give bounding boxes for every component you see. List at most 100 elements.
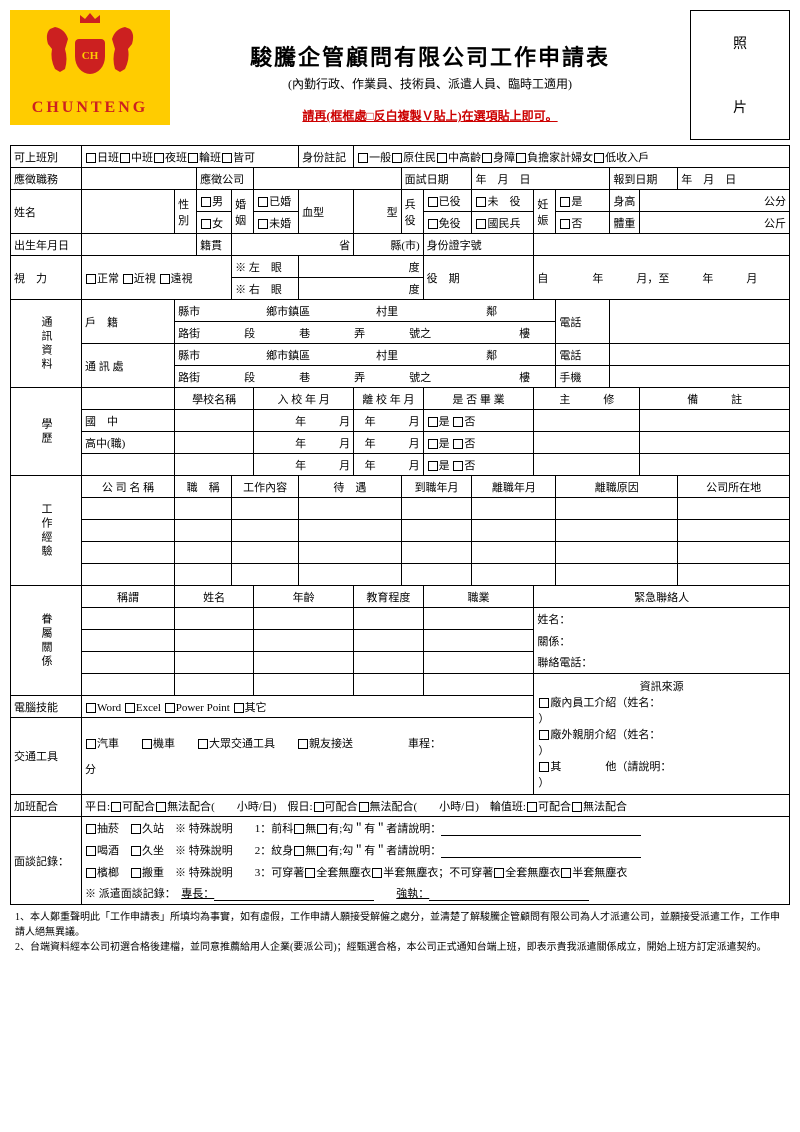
- pc-opts[interactable]: Word Excel Power Point 其它: [82, 696, 534, 718]
- height-input[interactable]: 公分: [640, 190, 790, 212]
- emergency-phone[interactable]: 聯絡電話：: [534, 652, 790, 674]
- mil-3[interactable]: 免役: [423, 212, 472, 234]
- addr-contact-label: 通 訊 處: [82, 344, 175, 388]
- vision-right-deg[interactable]: 度: [299, 278, 424, 300]
- addr-phone2-label: 電話: [556, 344, 610, 366]
- blood-label: 血型: [299, 190, 354, 234]
- family-name-h: 姓名: [175, 586, 254, 608]
- weight-label: 體重: [610, 212, 640, 234]
- county-input[interactable]: 縣(市): [354, 234, 424, 256]
- pregnant-label: 妊娠: [534, 190, 556, 234]
- birth-input[interactable]: [82, 234, 197, 256]
- horse-left-icon: [40, 24, 75, 74]
- marriage-single[interactable]: 未婚: [254, 212, 299, 234]
- family-job-h: 職業: [423, 586, 534, 608]
- prov-input[interactable]: 省: [232, 234, 354, 256]
- interview-r3[interactable]: 檳榔 搬重 ※ 特殊說明 3：可穿著全套無塵衣半套無塵衣；不可穿著全套無塵衣半套…: [82, 861, 790, 883]
- edu-note-h: 備 註: [640, 388, 790, 410]
- marriage-label: 婚姻: [232, 190, 254, 234]
- apply-job-input[interactable]: [82, 168, 197, 190]
- service-period[interactable]: 自 年 月，至 年 月: [534, 256, 790, 300]
- photo-box: 照片: [690, 10, 790, 140]
- interview-label: 面談記錄：: [11, 817, 82, 905]
- shift-label: 可上班別: [11, 146, 82, 168]
- apply-company-label: 應徵公司: [197, 168, 254, 190]
- name-input[interactable]: [82, 190, 175, 234]
- trans-label: 交通工具: [11, 718, 82, 795]
- interview-r2[interactable]: 喝酒 久坐 ※ 特殊說明 2：紋身無有;勾＂有＂者請說明：: [82, 839, 790, 861]
- addr-contact-1[interactable]: 縣市 鄉市鎮區 村里 鄰: [175, 344, 556, 366]
- id-input[interactable]: [534, 234, 790, 256]
- shift-options[interactable]: 日班中班夜班輪班皆可: [82, 146, 299, 168]
- work-row[interactable]: [11, 564, 790, 586]
- logo: CH CHUNTENG: [10, 10, 170, 125]
- id-note-options[interactable]: 一般原住民中高齡身障負擔家計婦女低收入戶: [354, 146, 790, 168]
- marriage-married[interactable]: 已婚: [254, 190, 299, 212]
- interview-date-input[interactable]: 年 月 日: [472, 168, 610, 190]
- form-title: 駿騰企管顧問有限公司工作申請表: [180, 40, 680, 72]
- work-start-h: 到職年月: [401, 476, 472, 498]
- header: CH CHUNTENG 駿騰企管顧問有限公司工作申請表 (內勤行政、作業員、技術…: [10, 10, 790, 140]
- emergency-h: 緊急聯絡人: [534, 586, 790, 608]
- family-edu-h: 教育程度: [354, 586, 424, 608]
- id-label: 身份證字號: [423, 234, 534, 256]
- vision-opts[interactable]: 正常 近視 遠視: [82, 256, 232, 300]
- addr-phone-input[interactable]: [610, 300, 790, 344]
- ot-label: 加班配合: [11, 795, 82, 817]
- family-section: 眷屬關係: [11, 586, 82, 696]
- work-salary-h: 待 遇: [299, 476, 402, 498]
- id-note-label: 身份註記: [299, 146, 354, 168]
- birth-label: 出生年月日: [11, 234, 82, 256]
- addr-mobile-input[interactable]: [610, 366, 790, 388]
- info-source[interactable]: 資訊來源 廠內員工介紹（姓名： ） 廠外親朋介紹（姓名： ） 其 他（請說明： …: [534, 674, 790, 795]
- work-section: 工作經驗: [11, 476, 82, 586]
- interview-r1[interactable]: 抽菸 久站 ※ 特殊說明 1：前科無有;勾＂有＂者請說明：: [82, 817, 790, 839]
- edu-enter-h: 入 校 年 月: [254, 388, 354, 410]
- interview-dispatch[interactable]: ※ 派遣面談記錄： 專長： 強執：: [82, 883, 790, 905]
- apply-job-label: 應徵職務: [11, 168, 82, 190]
- weight-input[interactable]: 公斤: [640, 212, 790, 234]
- edu-school-h: 學校名稱: [175, 388, 254, 410]
- work-reason-h: 離職原因: [556, 476, 678, 498]
- report-date-label: 報到日期: [610, 168, 678, 190]
- addr-reg-1[interactable]: 縣市 鄉市鎮區 村里 鄰: [175, 300, 556, 322]
- vision-label: 視 力: [11, 256, 82, 300]
- logo-text: CHUNTENG: [32, 99, 148, 117]
- addr-reg-2[interactable]: 路街 段 巷 弄 號之 樓: [175, 322, 556, 344]
- vision-left: ※ 左 眼: [232, 256, 299, 278]
- gender-male[interactable]: 男: [197, 190, 232, 212]
- pregnant-yes[interactable]: 是: [556, 190, 610, 212]
- edu-sr: 高中(職): [82, 432, 175, 454]
- horse-right-icon: [105, 24, 140, 74]
- work-row[interactable]: [11, 498, 790, 520]
- work-row[interactable]: [11, 520, 790, 542]
- vision-left-deg[interactable]: 度: [299, 256, 424, 278]
- apply-company-input[interactable]: [254, 168, 402, 190]
- report-date-input[interactable]: 年 月 日: [678, 168, 790, 190]
- main-form: 可上班別 日班中班夜班輪班皆可 身份註記 一般原住民中高齡身障負擔家計婦女低收入…: [10, 145, 790, 905]
- work-row[interactable]: [11, 542, 790, 564]
- addr-reg-label: 戶 籍: [82, 300, 175, 344]
- ot-opts[interactable]: 平日:可配合無法配合( 小時/日) 假日:可配合無法配合( 小時/日) 輪值班:…: [82, 795, 790, 817]
- trans-opts[interactable]: 汽車 機車 大眾交通工具 親友接送 車程： 分: [82, 718, 534, 795]
- family-age-h: 年齡: [254, 586, 354, 608]
- pregnant-no[interactable]: 否: [556, 212, 610, 234]
- edu-leave-h: 離 校 年 月: [354, 388, 424, 410]
- addr-phone2-input[interactable]: [610, 344, 790, 366]
- addr-contact-2[interactable]: 路街 段 巷 弄 號之 樓: [175, 366, 556, 388]
- gender-label: 性別: [175, 190, 197, 234]
- military-label: 兵役: [401, 190, 423, 234]
- edu-jr: 國 中: [82, 410, 175, 432]
- work-loc-h: 公司所在地: [678, 476, 790, 498]
- mil-2[interactable]: 未 役: [472, 190, 534, 212]
- mil-1[interactable]: 已役: [423, 190, 472, 212]
- gender-female[interactable]: 女: [197, 212, 232, 234]
- blood-input[interactable]: 型: [354, 190, 402, 234]
- emergency-rel[interactable]: 關係：: [534, 630, 790, 652]
- family-rel-h: 稱謂: [82, 586, 175, 608]
- emergency-name[interactable]: 姓名：: [534, 608, 790, 630]
- mil-4[interactable]: 國民兵: [472, 212, 534, 234]
- work-company-h: 公 司 名 稱: [82, 476, 175, 498]
- service-label: 役 期: [423, 256, 534, 300]
- form-subtitle: (內勤行政、作業員、技術員、派遣人員、臨時工適用): [180, 75, 680, 92]
